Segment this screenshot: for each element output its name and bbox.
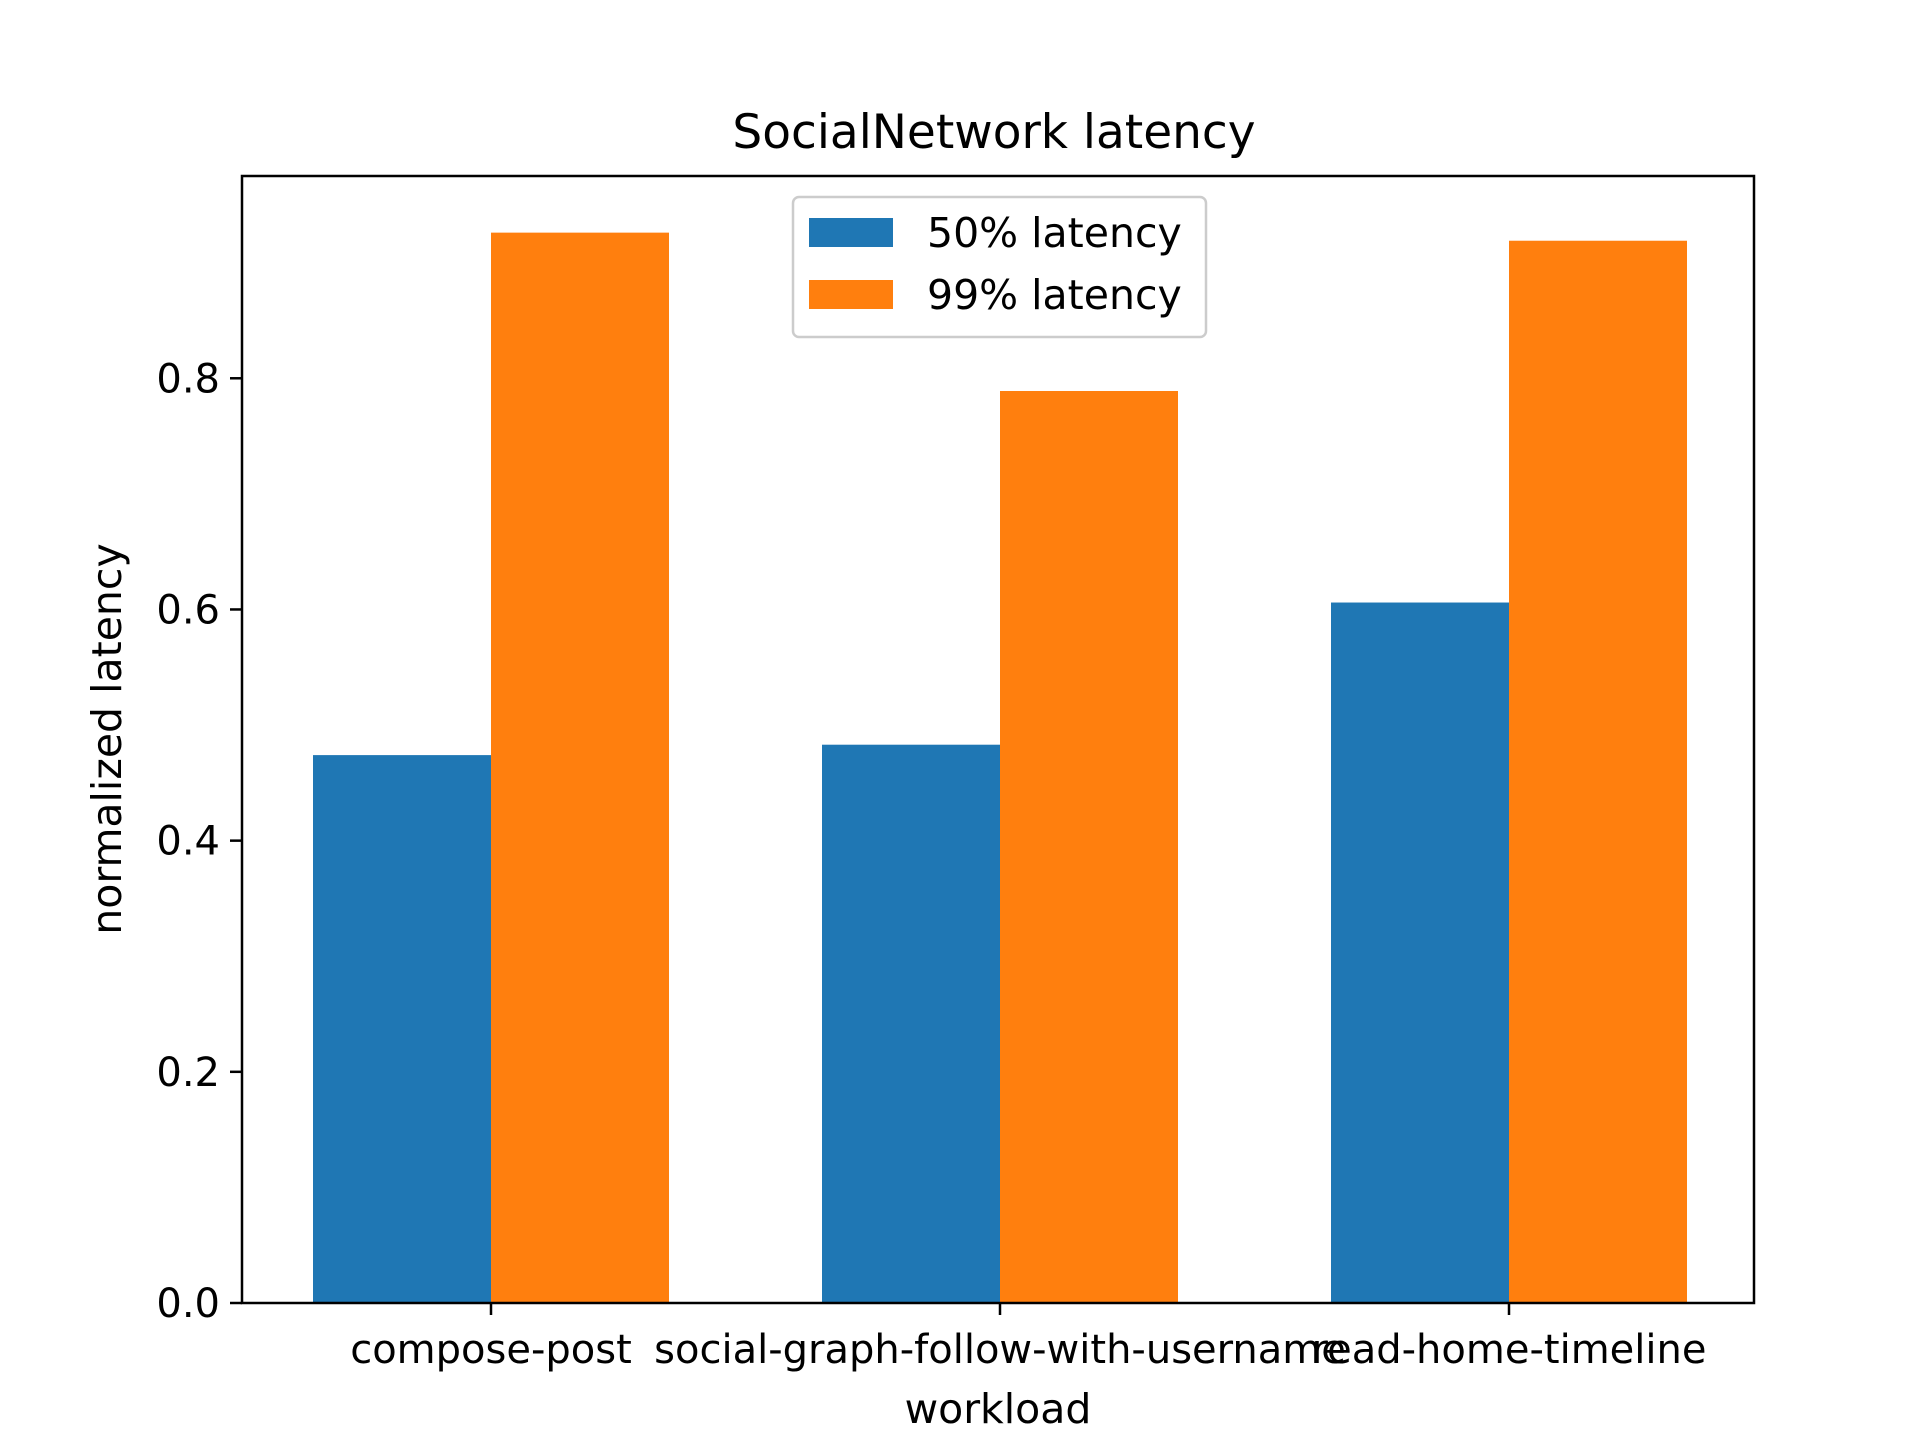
legend-frame: [791, 195, 1208, 339]
y-tick-label: 0.6: [156, 587, 220, 633]
y-tick-label: 0.0: [156, 1281, 220, 1327]
x-axis-label: workload: [905, 1385, 1092, 1433]
y-tick-label: 0.8: [156, 356, 220, 402]
bar-99-social-graph-follow-with-username: [1000, 390, 1178, 1303]
bar-99-read-home-timeline: [1509, 240, 1687, 1304]
y-axis-label: normalized latency: [83, 543, 131, 934]
plot-area-frame: [240, 174, 1756, 1305]
legend-label-50: 50% latency: [927, 209, 1182, 257]
x-axis-ticks: compose-post social-graph-follow-with-use…: [350, 1303, 1706, 1373]
y-tick-label: 0.2: [156, 1050, 220, 1096]
x-tick-label: compose-post: [350, 1327, 632, 1373]
legend: 50% latency 99% latency: [791, 195, 1208, 339]
x-tick-label: read-home-timeline: [1312, 1327, 1707, 1373]
bars-group: [313, 232, 1687, 1304]
bar-99-compose-post: [491, 232, 669, 1304]
bar-50-read-home-timeline: [1331, 602, 1509, 1303]
y-tick-label: 0.4: [156, 819, 220, 865]
legend-swatch-99: [809, 280, 893, 309]
y-axis-ticks: 0.0 0.2 0.4 0.6 0.8: [156, 356, 242, 1327]
legend-label-99: 99% latency: [927, 271, 1182, 319]
legend-swatch-50: [809, 218, 893, 247]
x-tick-label: social-graph-follow-with-username: [654, 1327, 1346, 1373]
chart-title: SocialNetwork latency: [732, 105, 1255, 160]
bar-50-compose-post: [313, 755, 491, 1303]
bar-50-social-graph-follow-with-username: [822, 744, 1000, 1303]
